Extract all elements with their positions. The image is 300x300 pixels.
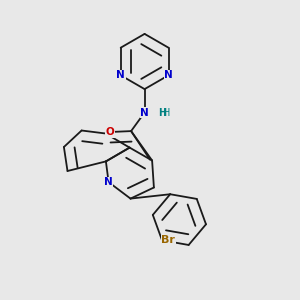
Text: N: N bbox=[164, 70, 173, 80]
Text: H: H bbox=[158, 107, 167, 118]
Text: H: H bbox=[163, 107, 170, 118]
Text: N: N bbox=[116, 70, 125, 80]
Text: Br: Br bbox=[161, 235, 175, 245]
Text: N: N bbox=[140, 107, 149, 118]
Text: O: O bbox=[106, 127, 115, 137]
Text: N: N bbox=[104, 177, 113, 187]
